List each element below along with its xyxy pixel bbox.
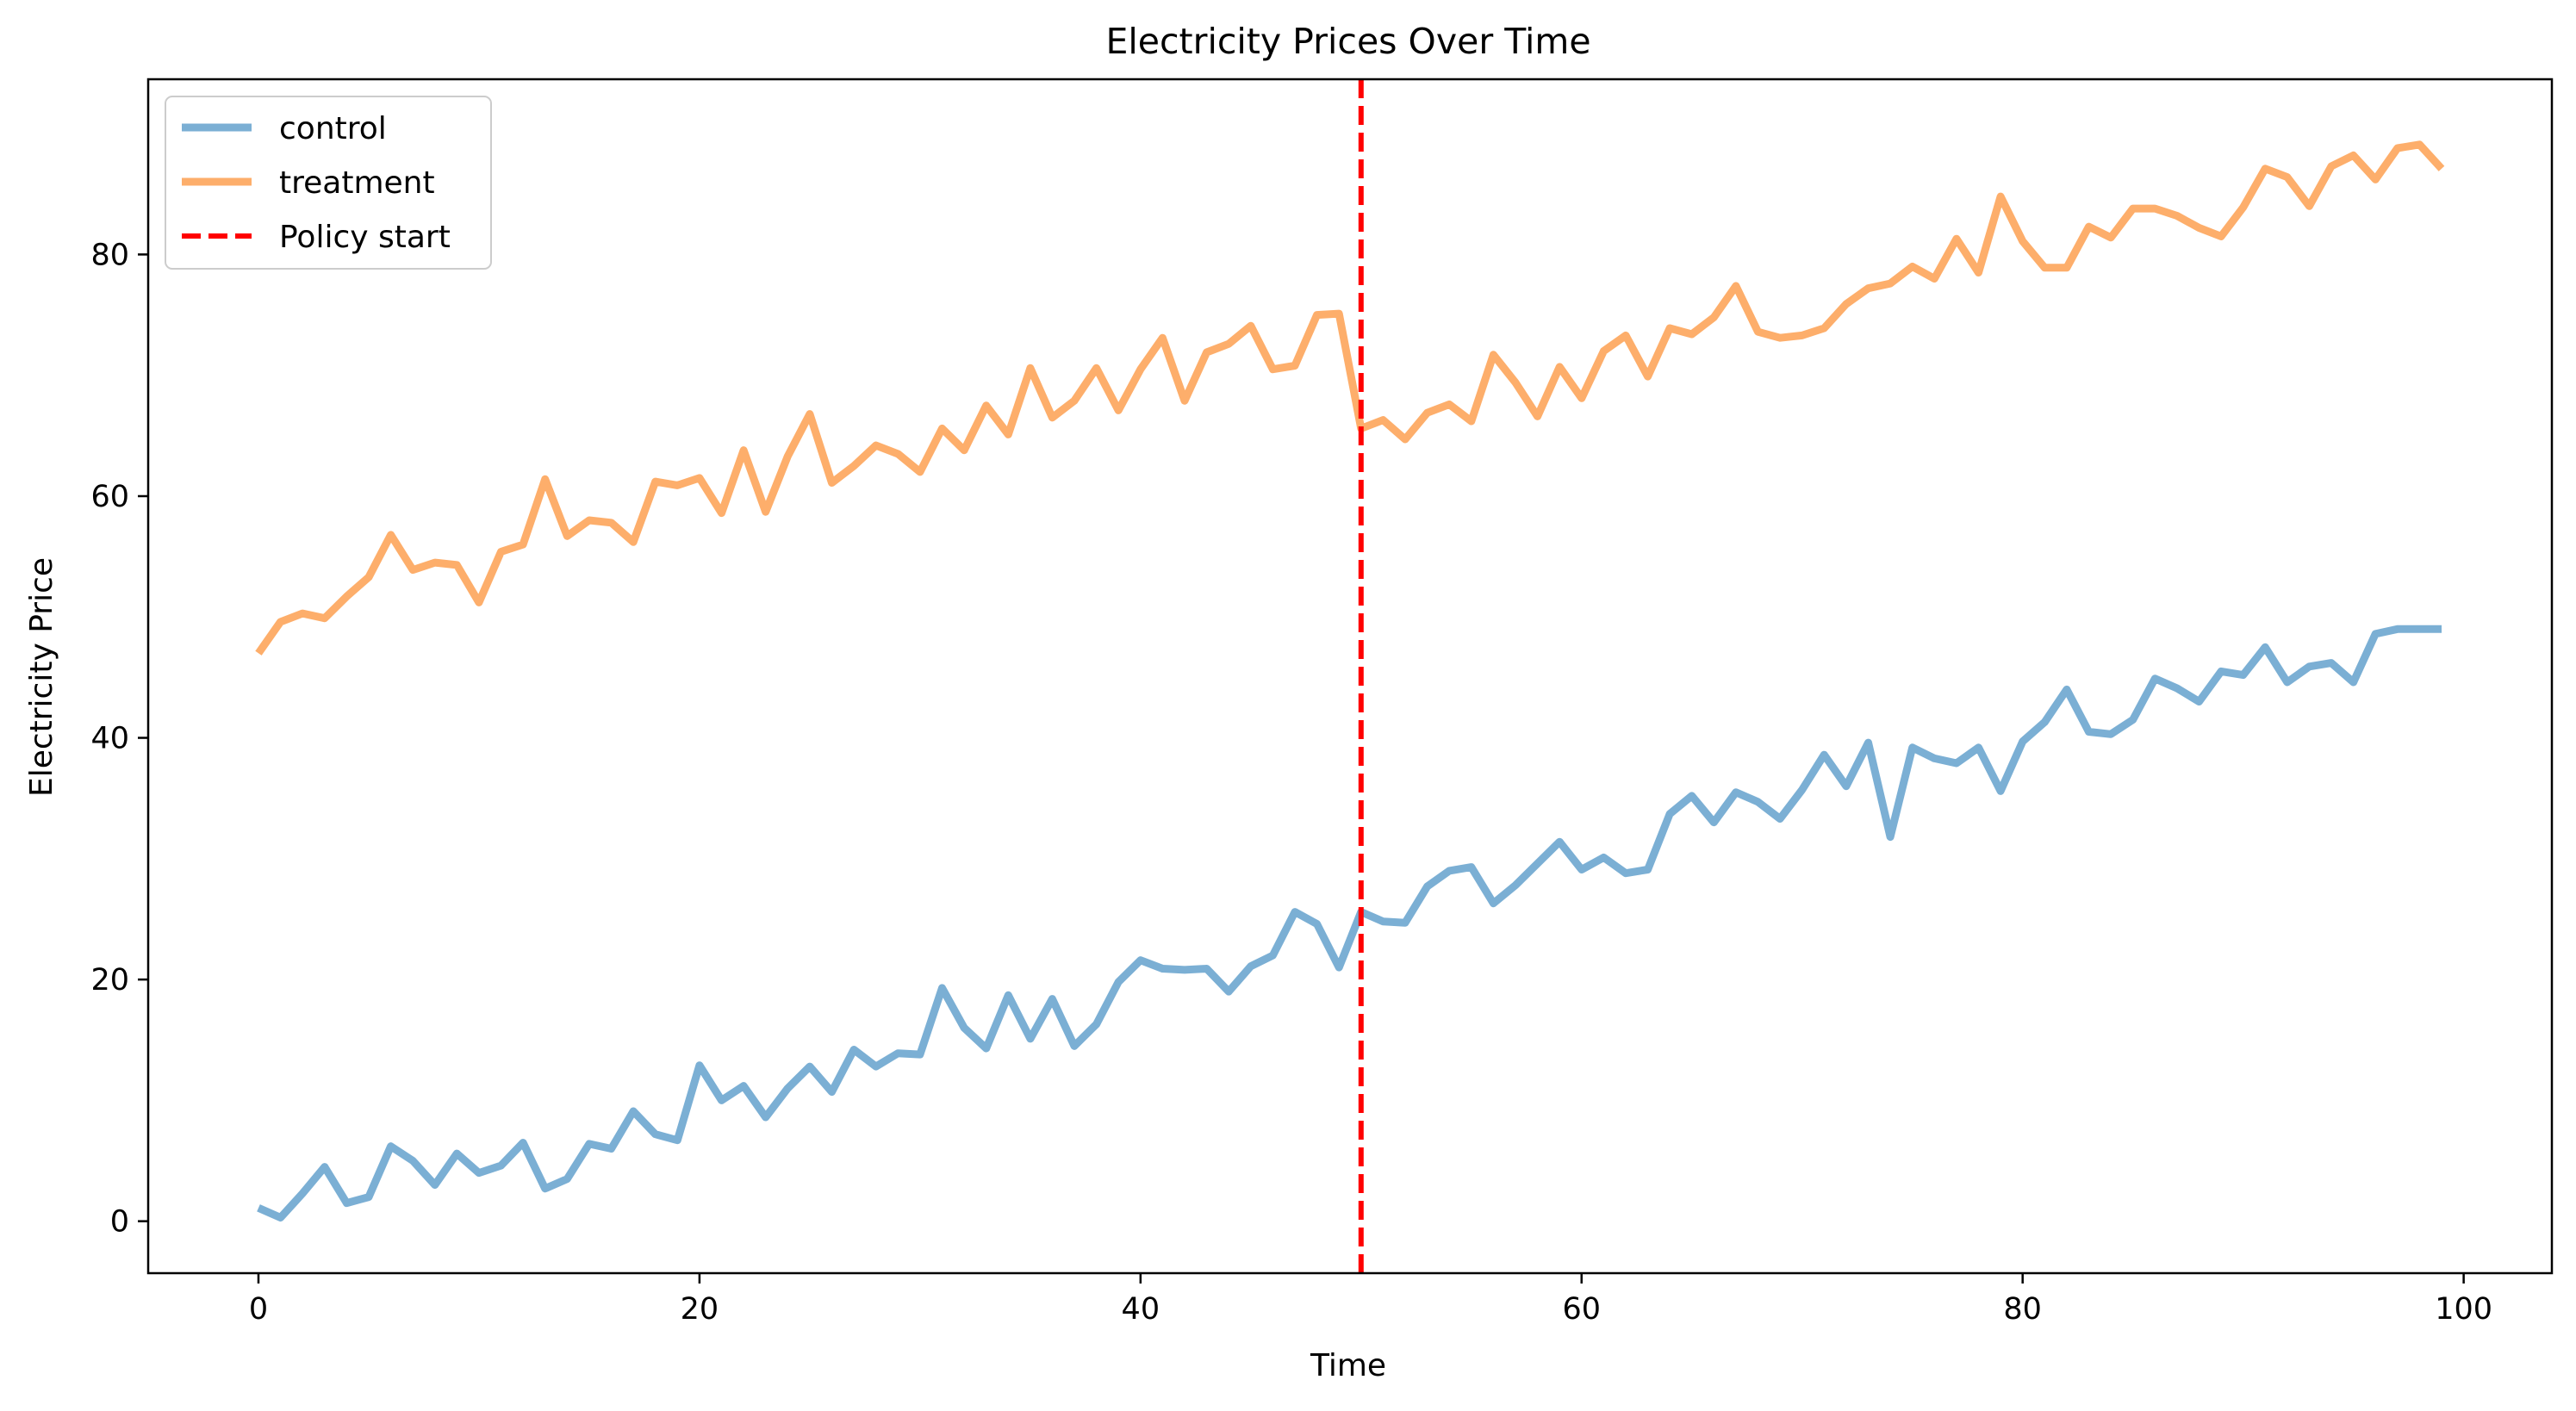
legend-item-control-label: control — [279, 111, 387, 146]
y-tick-label: 60 — [90, 480, 129, 514]
legend-item-policy-start-label: Policy start — [279, 220, 451, 255]
axes-frame — [146, 78, 2554, 1275]
x-axis-label: Time — [1310, 1348, 1386, 1383]
x-tick-label: 20 — [681, 1292, 719, 1327]
x-tick-label: 80 — [2003, 1292, 2042, 1327]
legend: control treatment Policy start — [165, 96, 492, 270]
series-line-control — [257, 625, 2442, 1221]
y-tick-label: 0 — [110, 1205, 129, 1240]
y-tick-label: 20 — [90, 963, 129, 998]
y-tick-label: 40 — [90, 722, 129, 756]
x-tick-label: 0 — [249, 1292, 268, 1327]
legend-item-treatment-label: treatment — [279, 165, 435, 201]
legend-box — [165, 96, 492, 270]
series-line-treatment — [255, 140, 2445, 656]
x-tick-label: 60 — [1562, 1292, 1601, 1327]
axis-ticks: 0 20 40 60 80 100 0 20 40 60 80 — [90, 238, 2492, 1327]
plot-area — [255, 79, 2445, 1273]
y-axis-label: Electricity Price — [24, 557, 59, 797]
chart-title: Electricity Prices Over Time — [1105, 21, 1590, 62]
x-tick-label: 40 — [1122, 1292, 1160, 1327]
x-tick-label: 100 — [2435, 1292, 2492, 1327]
y-tick-label: 80 — [90, 238, 129, 272]
